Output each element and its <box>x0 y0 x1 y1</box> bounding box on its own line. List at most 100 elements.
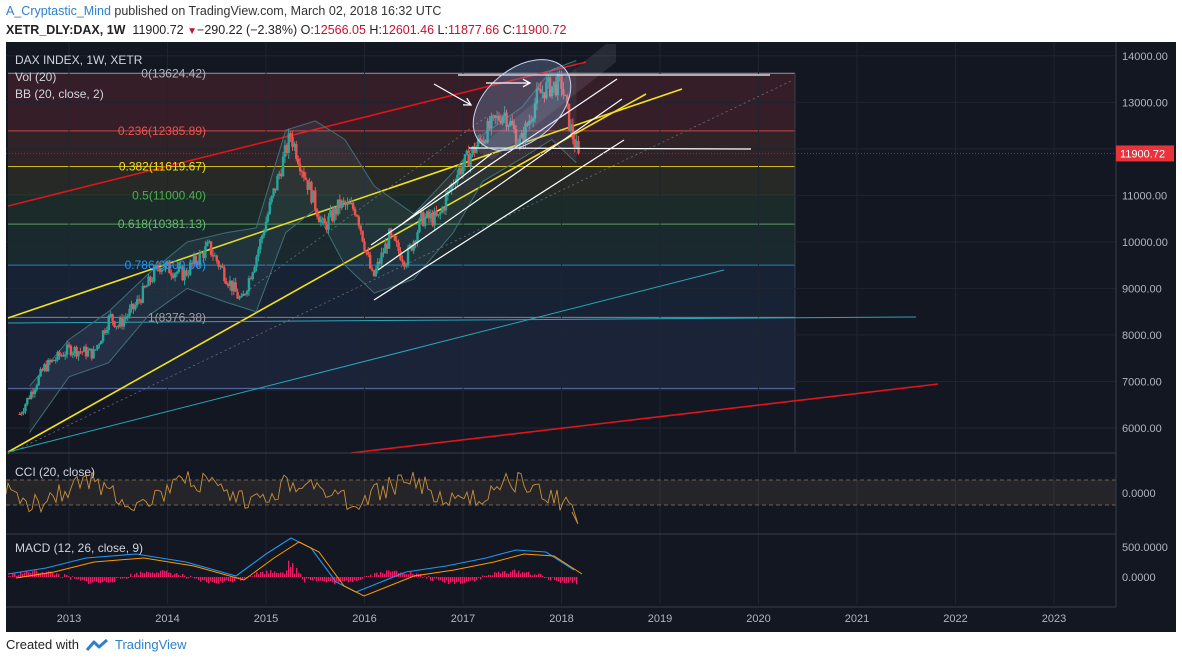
price-tick-label: 10000.00 <box>1122 237 1168 249</box>
macd-bar <box>304 577 306 583</box>
candle-body <box>573 139 576 148</box>
macd-bar <box>406 574 408 577</box>
macd-bar <box>138 575 140 577</box>
time-tick-label: 2017 <box>451 613 475 625</box>
macd-bar <box>548 577 550 580</box>
bb-upper <box>29 60 577 387</box>
fib-label: 1(8376.38) <box>148 310 206 324</box>
candle-body <box>151 280 154 282</box>
candle-body <box>567 103 571 131</box>
open-label: O: <box>300 23 314 37</box>
candle-body <box>170 273 173 276</box>
author-link[interactable]: A_Cryptastic_Mind <box>6 4 111 18</box>
candle-body <box>418 218 421 233</box>
macd-bar <box>510 572 512 577</box>
candle-body <box>346 202 349 206</box>
highlight-ellipse <box>472 59 572 151</box>
candle-body <box>124 317 128 320</box>
macd-bar <box>154 573 156 577</box>
macd-bar <box>574 577 576 581</box>
price-tick-label: 6000.00 <box>1122 423 1162 435</box>
candle-body <box>329 210 332 217</box>
candle-body <box>495 115 499 119</box>
macd-bar <box>162 570 164 577</box>
candle-body <box>497 115 501 121</box>
macd-bar <box>558 577 560 582</box>
macd-bar <box>476 577 478 581</box>
macd-bar <box>26 570 28 577</box>
candle-body <box>552 81 556 87</box>
macd-bar <box>396 570 398 577</box>
drawing-overlay <box>6 44 1116 301</box>
candle-body <box>514 129 518 145</box>
low-value: 11877.66 <box>447 23 500 37</box>
bb-fill <box>29 60 577 433</box>
candle-body <box>404 264 408 267</box>
macd-bar <box>390 571 392 577</box>
candle-body <box>272 188 275 196</box>
macd-bar <box>516 572 518 577</box>
candle-body <box>528 120 531 126</box>
macd-bar <box>314 577 316 579</box>
chart-title: DAX INDEX, 1W, XETR <box>15 53 143 67</box>
channel-line <box>373 139 625 301</box>
macd-bar <box>354 577 356 580</box>
candle-body <box>219 265 222 267</box>
candle-body <box>29 391 33 399</box>
candle-body <box>577 140 580 154</box>
tradingview-link[interactable]: TradingView <box>85 637 187 652</box>
macd-bar <box>408 574 410 577</box>
macd-bar <box>76 577 78 580</box>
candle-body <box>261 235 264 240</box>
publish-line: A_Cryptastic_Mind published on TradingVi… <box>6 4 441 18</box>
candle-body <box>302 171 306 178</box>
candle-body <box>81 351 84 353</box>
candle-body <box>62 355 65 357</box>
candle-body <box>440 207 444 213</box>
macd-bar <box>500 573 502 577</box>
candle-body <box>571 124 575 140</box>
candle-body <box>276 175 279 191</box>
macd-bar <box>170 572 172 577</box>
macd-bar <box>296 567 298 577</box>
macd-bar <box>522 572 524 577</box>
candle-body <box>562 89 565 95</box>
time-tick-label: 2020 <box>746 613 770 625</box>
candle-body <box>18 414 21 416</box>
macd-bar <box>492 575 494 577</box>
candle-body <box>340 200 343 208</box>
macd-bar <box>444 577 446 583</box>
candle-body <box>456 174 459 184</box>
candle-body <box>433 211 436 226</box>
candle-body <box>79 351 82 353</box>
candle-body <box>65 344 69 355</box>
candle-body <box>355 215 359 217</box>
candle-body <box>473 146 476 154</box>
macd-bar <box>504 571 506 577</box>
candle-body <box>386 243 389 249</box>
candle-body <box>361 230 364 242</box>
candle-body <box>67 344 71 346</box>
candle-body <box>84 346 88 357</box>
candle-body <box>465 150 468 155</box>
time-tick-label: 2019 <box>648 613 672 625</box>
candle-body <box>308 181 311 190</box>
candle-body <box>75 346 78 357</box>
macd-bar <box>470 577 472 581</box>
macd-bar <box>188 577 190 579</box>
fib-labels: 0(13624.42) 0.236(12385.89) 0.382(11619.67… <box>118 66 206 324</box>
macd-bar <box>286 570 288 577</box>
candle-body <box>139 300 143 303</box>
candle-body <box>444 195 448 211</box>
chart-canvas[interactable]: 0(13624.42) 0.236(12385.89) 0.382(11619.67… <box>6 42 1176 632</box>
macd-bar <box>92 577 94 583</box>
macd-bar <box>332 577 334 583</box>
macd-bar <box>290 567 292 577</box>
candle-body <box>96 345 99 350</box>
candle-body <box>187 274 190 276</box>
macd-bar <box>424 576 426 577</box>
candle-body <box>315 209 319 217</box>
time-tick-label: 2015 <box>254 613 278 625</box>
candle-body <box>20 413 23 415</box>
macd-bar <box>218 577 220 584</box>
